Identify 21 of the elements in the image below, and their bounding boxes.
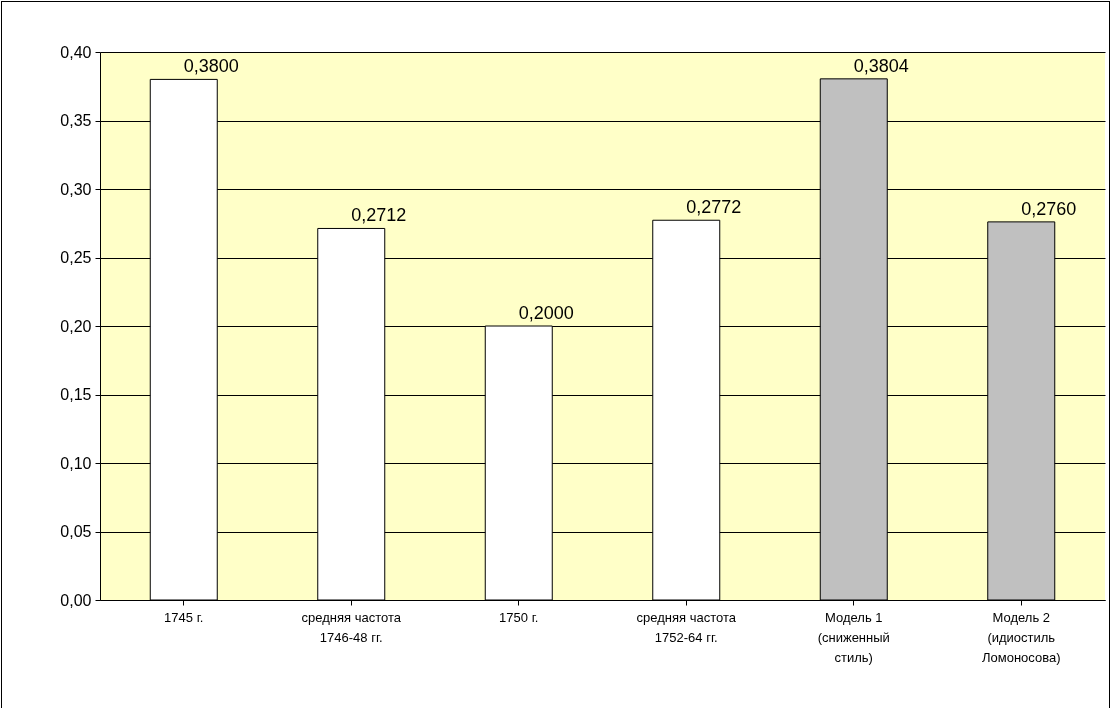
y-tick-label: 0,35 — [60, 112, 92, 129]
data-label: 0,2712 — [351, 205, 407, 226]
x-tick-label: средняя частота 1746-48 гг. — [301, 609, 402, 645]
x-tick-label: Модель 2 (идиостиль Ломоносова) — [981, 609, 1061, 665]
y-tick-label: 0,30 — [60, 180, 92, 198]
x-tick-label: 1750 г. — [499, 609, 539, 625]
x-tick-label: Модель 1 (сниженный стиль) — [817, 609, 890, 665]
y-tick-label: 0,10 — [60, 454, 92, 472]
x-tick-label: средняя частота 1752-64 гг. — [636, 609, 737, 645]
data-label: 0,2772 — [686, 197, 742, 218]
data-label: 0,2760 — [1021, 198, 1077, 219]
y-tick-label: 0,20 — [60, 317, 92, 335]
y-tick-label: 0,40 — [60, 43, 92, 61]
data-label: 0,3800 — [183, 56, 239, 77]
y-tick-label: 0,00 — [60, 591, 92, 609]
data-label: 0,2000 — [518, 303, 574, 323]
y-tick-label: 0,25 — [60, 249, 92, 266]
y-tick-label: 0,15 — [60, 386, 92, 403]
x-tick-label: 1745 г. — [164, 609, 204, 625]
y-tick-label: 0,05 — [60, 523, 92, 540]
data-label: 0,3804 — [853, 55, 909, 76]
